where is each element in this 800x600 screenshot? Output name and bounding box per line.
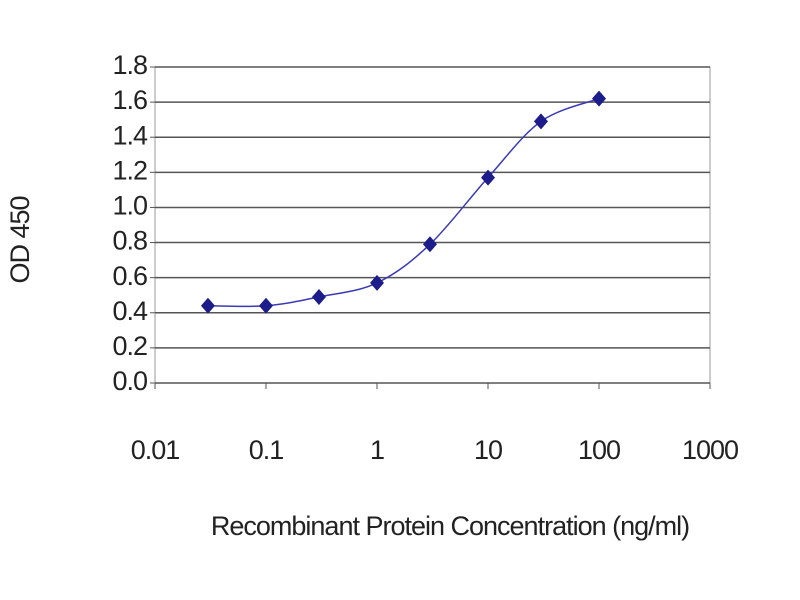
y-tick-label: 0.0: [112, 366, 147, 396]
plot-area: [154, 66, 711, 384]
y-tick-label: 1.8: [112, 50, 147, 80]
data-point: [200, 297, 215, 314]
y-tick-label: 0.4: [112, 296, 148, 326]
y-tick-label: 0.6: [112, 261, 147, 291]
x-tick-label: 100: [578, 435, 620, 465]
y-tick-label: 1.2: [112, 155, 147, 185]
x-tick-label: 1: [370, 435, 384, 465]
data-point: [370, 274, 384, 291]
y-tick-label: 0.2: [112, 331, 147, 361]
y-tick-label: 1.0: [112, 191, 147, 221]
x-tick-label: 0.01: [131, 435, 180, 465]
data-point: [259, 297, 273, 314]
data-line: [207, 97, 600, 308]
x-axis-label: Recombinant Protein Concentration (ng/ml…: [211, 511, 689, 541]
x-tick-label: 1000: [682, 435, 738, 465]
y-tick-label: 0.8: [112, 226, 147, 256]
data-point: [592, 90, 606, 107]
x-tick-label: 0.1: [249, 435, 284, 465]
data-point: [311, 288, 326, 305]
data-point: [422, 236, 437, 253]
data-point: [481, 169, 495, 186]
y-tick-label: 1.6: [112, 85, 147, 115]
data-point: [533, 113, 548, 130]
y-tick-label: 1.4: [112, 120, 148, 150]
y-axis-label: OD 450: [5, 196, 35, 283]
x-tick-label: 10: [474, 435, 502, 465]
